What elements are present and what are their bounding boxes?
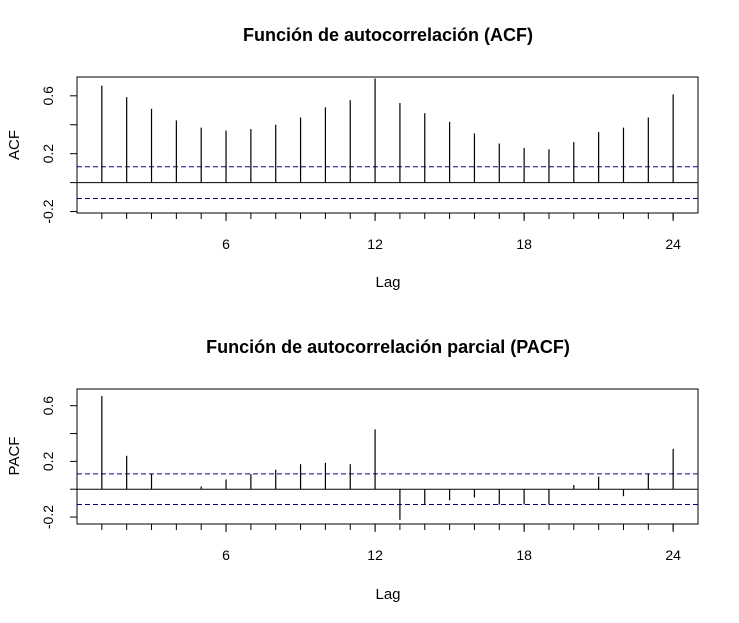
acf-panel: Función de autocorrelación (ACF) Lag ACF… bbox=[6, 25, 699, 291]
pacf-x-axis-label: Lag bbox=[375, 586, 400, 603]
pacf-y-tick-label: -0.2 bbox=[40, 505, 56, 529]
pacf-x-tick-label: 12 bbox=[367, 547, 383, 563]
acf-y-tick-label: 0.2 bbox=[40, 144, 56, 164]
pacf-panel: Función de autocorrelación parcial (PACF… bbox=[6, 337, 699, 603]
pacf-x-tick-label: 24 bbox=[665, 547, 681, 563]
pacf-x-tick-label: 6 bbox=[222, 547, 230, 563]
acf-x-tick-label: 6 bbox=[222, 236, 230, 252]
acf-plot-frame bbox=[76, 76, 699, 214]
acf-y-tick-label: 0.6 bbox=[40, 86, 56, 106]
pacf-y-tick-label: 0.6 bbox=[40, 396, 56, 416]
pacf-y-axis-label: PACF bbox=[6, 437, 23, 476]
acf-y-tick-label: -0.2 bbox=[40, 199, 56, 223]
acf-x-tick-label: 18 bbox=[516, 236, 532, 252]
pacf-y-tick-label: 0.2 bbox=[40, 451, 56, 471]
pacf-title: Función de autocorrelación parcial (PACF… bbox=[206, 337, 570, 357]
acf-y-axis-label: ACF bbox=[6, 130, 23, 160]
acf-title: Función de autocorrelación (ACF) bbox=[243, 25, 533, 45]
acf-x-axis-label: Lag bbox=[375, 274, 400, 291]
pacf-x-tick-label: 18 bbox=[516, 547, 532, 563]
acf-x-tick-label: 12 bbox=[367, 236, 383, 252]
acf-x-tick-label: 24 bbox=[665, 236, 681, 252]
pacf-plot-frame bbox=[76, 388, 699, 525]
